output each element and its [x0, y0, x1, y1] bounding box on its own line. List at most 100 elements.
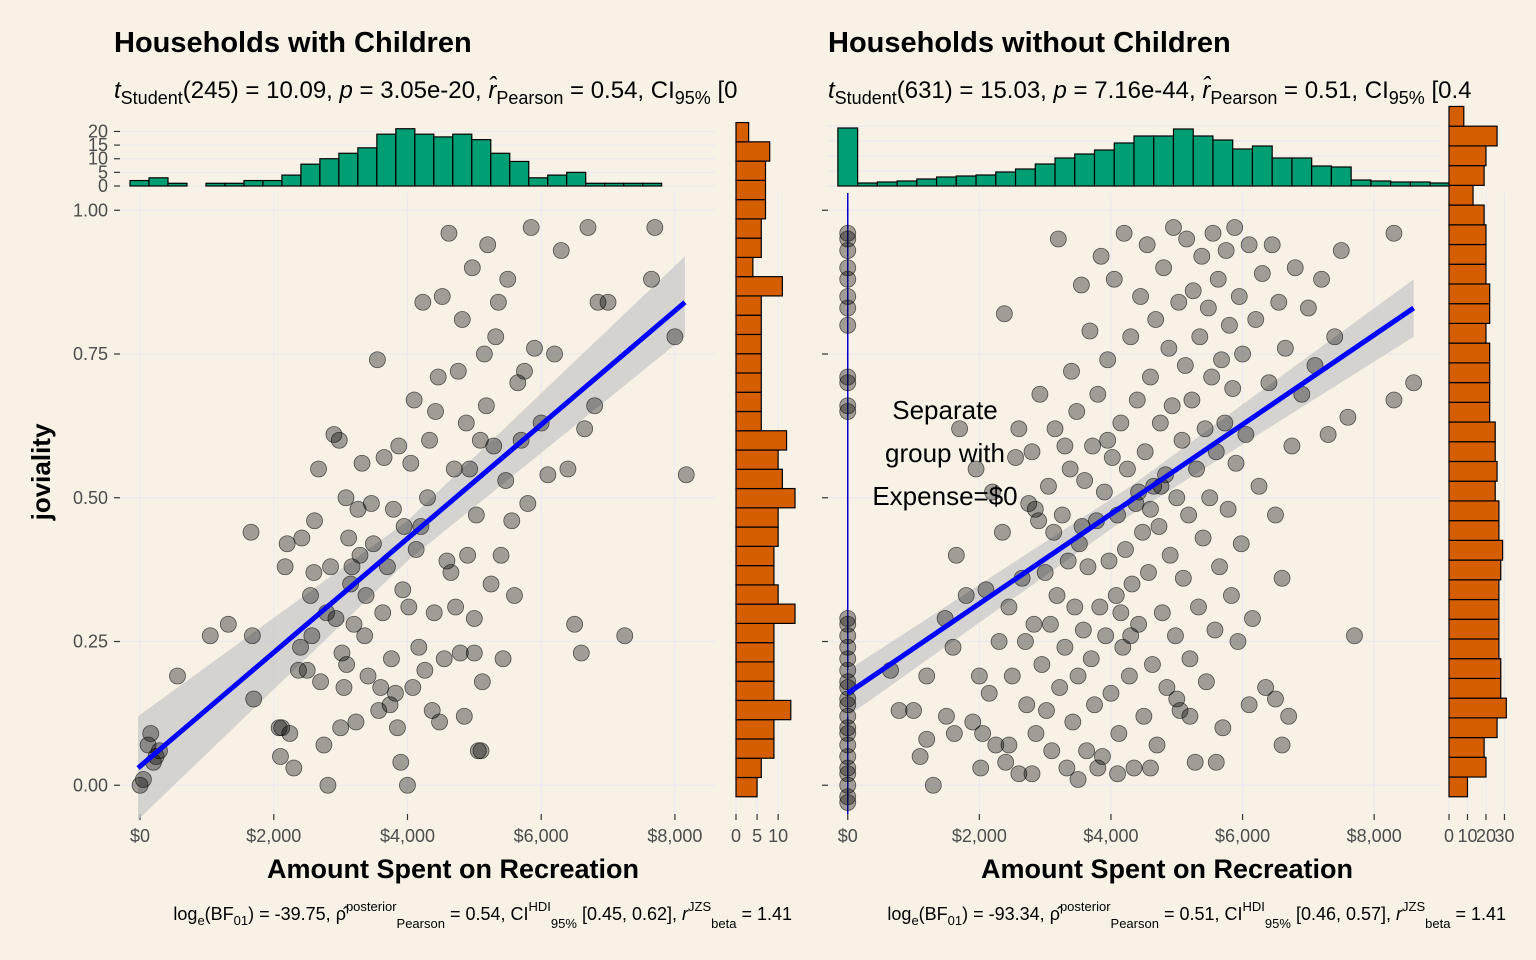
caption-sup: JZS: [688, 899, 711, 914]
data-point: [572, 644, 590, 662]
side-hist-bar: [735, 256, 754, 278]
data-point: [306, 512, 323, 530]
data-point: [1280, 707, 1298, 725]
data-point: [375, 449, 393, 466]
data-point: [552, 242, 570, 259]
data-point: [356, 627, 374, 645]
top-hist-bar: [566, 171, 587, 187]
data-point: [1332, 242, 1350, 259]
data-point: [1263, 236, 1281, 254]
data-point: [1107, 587, 1125, 604]
subtitle-text: [0: [711, 77, 738, 104]
side-hist-bar: [1448, 224, 1487, 246]
subtitle-text: = 7.16e-44,: [1067, 77, 1202, 104]
top-hist-tick-label: 0: [98, 176, 108, 196]
data-point: [410, 638, 428, 656]
data-point: [347, 713, 365, 731]
x-tick-label: $8,000: [647, 826, 702, 846]
side-hist-bar: [735, 276, 783, 297]
data-point: [559, 460, 577, 478]
data-point: [1112, 414, 1130, 432]
data-point: [497, 472, 515, 489]
top-hist-tick-label: 5: [98, 162, 108, 182]
top-hist-bar: [547, 174, 568, 187]
data-point: [1135, 707, 1153, 725]
subtitle-sub: Student: [121, 88, 183, 108]
data-point: [839, 788, 857, 806]
data-point: [616, 627, 634, 645]
data-point: [1043, 742, 1061, 760]
data-point: [459, 546, 477, 564]
data-point: [1100, 552, 1118, 570]
data-point: [1234, 345, 1251, 363]
data-point: [461, 460, 479, 478]
side-hist-bar: [1448, 263, 1487, 285]
y-tick-label: 0.75: [73, 344, 108, 364]
data-point: [327, 610, 345, 627]
data-point: [1385, 224, 1403, 242]
data-point: [839, 638, 857, 656]
data-point: [993, 523, 1011, 541]
caption-r: r: [682, 904, 689, 924]
data-point: [1040, 477, 1057, 495]
data-point: [1319, 426, 1337, 443]
data-point: [1109, 765, 1126, 783]
data-point: [918, 667, 936, 685]
data-point: [387, 684, 404, 702]
top-hist-bar: [857, 182, 878, 187]
side-hist-tick-label: 10: [1457, 826, 1477, 846]
data-point: [359, 667, 377, 685]
top-hist-bar: [623, 182, 644, 187]
data-point: [1051, 679, 1069, 696]
side-hist-bar: [1448, 618, 1500, 640]
data-point: [839, 627, 857, 645]
data-point: [1270, 293, 1288, 311]
side-hist-bar: [735, 526, 779, 547]
data-point: [332, 719, 350, 737]
top-hist-bar: [414, 133, 435, 187]
x-tick-label: $0: [838, 826, 858, 846]
data-point: [1155, 259, 1173, 277]
data-point: [1023, 765, 1041, 783]
subtitle-sub: Pearson: [496, 88, 563, 108]
subtitle-sub: 95%: [1389, 88, 1425, 108]
top-hist-bar: [916, 178, 938, 187]
data-point: [1206, 621, 1224, 639]
data-point: [134, 771, 152, 788]
data-point: [839, 610, 857, 627]
top-hist-bar: [224, 182, 245, 187]
data-point: [395, 518, 413, 535]
data-point: [1224, 380, 1242, 397]
data-point: [281, 725, 299, 742]
side-hist-bar: [735, 199, 767, 220]
side-hist-bar: [1448, 697, 1507, 719]
top-hist-bar: [935, 176, 957, 187]
data-point: [1147, 311, 1165, 328]
side-hist-bar: [1448, 579, 1500, 601]
data-point: [372, 679, 390, 696]
data-point: [357, 587, 375, 604]
left-x-axis-label: Amount Spent on Recreation: [267, 854, 639, 884]
side-hist-bar: [735, 430, 788, 451]
data-point: [310, 460, 327, 478]
data-point: [1056, 638, 1074, 656]
data-point: [465, 610, 483, 627]
caption-text: (BF: [919, 904, 948, 924]
data-point: [984, 483, 1001, 501]
data-point: [516, 362, 533, 380]
data-point: [431, 713, 448, 731]
x-tick-label: $6,000: [1215, 826, 1270, 846]
side-hist-bar: [735, 179, 767, 201]
data-point: [1153, 604, 1171, 622]
data-point: [442, 564, 460, 581]
left-scatter-panel: $0 $2,000 $4,000 $6,000 $8,000 0.00 0.25 0.50 0.…: [73, 193, 715, 846]
data-point: [1286, 259, 1304, 277]
data-point: [1115, 224, 1133, 242]
top-hist-bar: [1133, 135, 1155, 187]
data-point: [974, 725, 992, 742]
data-point: [1058, 759, 1076, 777]
top-hist-bar: [338, 152, 359, 187]
data-point: [429, 368, 447, 386]
data-point: [1074, 621, 1092, 639]
data-point: [646, 219, 664, 236]
